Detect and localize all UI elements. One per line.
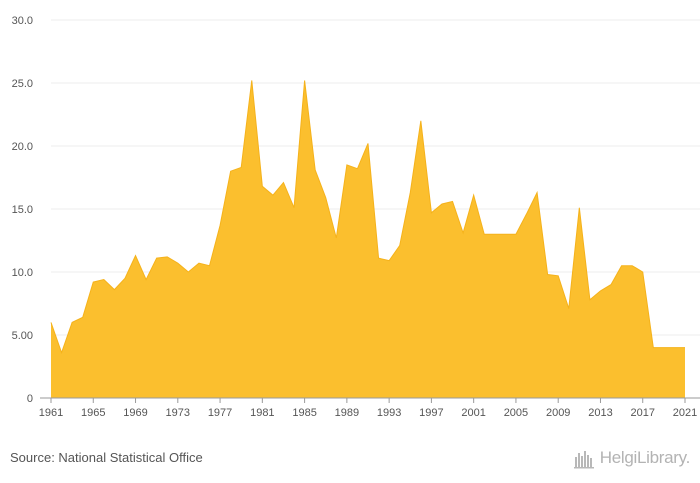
data-point	[197, 261, 201, 265]
y-tick-label: 10.0	[12, 267, 33, 279]
data-point	[535, 191, 539, 195]
data-point	[493, 232, 497, 236]
y-tick-label: 30.0	[12, 15, 33, 27]
area-fill	[51, 80, 685, 398]
x-tick-label: 1977	[208, 407, 232, 419]
x-tick-label: 2009	[546, 407, 570, 419]
data-point	[546, 273, 550, 277]
data-point	[123, 276, 127, 280]
area-series	[49, 78, 687, 398]
data-point	[588, 298, 592, 302]
data-point	[355, 167, 359, 171]
data-point	[81, 315, 85, 319]
data-point	[165, 255, 169, 259]
x-tick-label: 1993	[377, 407, 401, 419]
data-point	[260, 184, 264, 188]
x-tick-label: 1969	[123, 407, 147, 419]
data-point	[144, 278, 148, 282]
data-point	[651, 346, 655, 350]
x-tick-label: 1961	[39, 407, 63, 419]
data-point	[408, 191, 412, 195]
y-axis-tick-labels: 0 5.00 10.0 15.0 20.0 25.0 30.0	[12, 15, 33, 405]
x-tick-label: 1985	[292, 407, 316, 419]
data-point	[218, 223, 222, 227]
data-point	[334, 236, 338, 240]
x-axis-tick-labels: 1961 1965 1969 1973 1977 1981 1985 1989 1993 1997…	[39, 407, 697, 419]
data-point	[176, 261, 180, 265]
data-point	[345, 163, 349, 167]
data-point	[419, 119, 423, 123]
x-tick-label: 1965	[81, 407, 105, 419]
data-point	[683, 346, 687, 350]
data-point	[567, 307, 571, 311]
y-tick-label: 20.0	[12, 141, 33, 153]
data-point	[292, 206, 296, 210]
data-point	[70, 320, 74, 324]
data-point	[324, 196, 328, 200]
data-point	[451, 199, 455, 203]
data-point	[112, 288, 116, 292]
data-point	[208, 264, 212, 268]
data-point	[525, 212, 529, 216]
x-tick-label: 2001	[461, 407, 485, 419]
data-point	[250, 78, 254, 82]
data-point	[60, 351, 64, 355]
x-tick-label: 1989	[335, 407, 359, 419]
y-tick-label: 5.00	[12, 330, 33, 342]
data-point	[609, 283, 613, 287]
data-point	[641, 270, 645, 274]
data-point	[186, 270, 190, 274]
data-point	[503, 232, 507, 236]
data-point	[398, 244, 402, 248]
y-tick-label: 25.0	[12, 78, 33, 90]
data-point	[577, 206, 581, 210]
data-point	[281, 181, 285, 185]
data-point	[91, 280, 95, 284]
data-point	[271, 193, 275, 197]
data-point	[461, 231, 465, 235]
data-point	[514, 232, 518, 236]
data-point	[387, 259, 391, 263]
data-point	[239, 165, 243, 169]
source-note: Source: National Statistical Office	[10, 450, 203, 465]
x-tick-label: 1973	[166, 407, 190, 419]
data-point	[472, 193, 476, 197]
data-point	[102, 278, 106, 282]
data-point	[620, 264, 624, 268]
data-point	[377, 256, 381, 260]
brand-watermark: HelgiLibrary.	[573, 446, 691, 470]
x-tick-label: 2017	[630, 407, 654, 419]
x-tick-label: 1981	[250, 407, 274, 419]
x-tick-label: 2013	[588, 407, 612, 419]
data-point	[556, 274, 560, 278]
x-tick-label: 2005	[504, 407, 528, 419]
data-point	[482, 232, 486, 236]
area-line	[50, 80, 685, 355]
data-point	[429, 211, 433, 215]
y-tick-label: 15.0	[12, 204, 33, 216]
x-tick-label: 1997	[419, 407, 443, 419]
y-tick-label: 0	[27, 393, 33, 405]
data-point	[440, 202, 444, 206]
helgi-library-logo-icon	[573, 451, 594, 469]
data-point	[366, 141, 370, 145]
data-point	[303, 78, 307, 82]
data-point	[598, 289, 602, 293]
brand-name: HelgiLibrary.	[599, 448, 691, 467]
data-point	[155, 256, 159, 260]
data-point	[672, 346, 676, 350]
x-axis	[40, 397, 700, 403]
data-point	[313, 168, 317, 172]
data-point	[662, 346, 666, 350]
x-tick-label: 2021	[673, 407, 697, 419]
data-point	[229, 169, 233, 173]
data-point	[49, 320, 53, 324]
data-point	[134, 254, 138, 258]
data-point	[630, 264, 634, 268]
